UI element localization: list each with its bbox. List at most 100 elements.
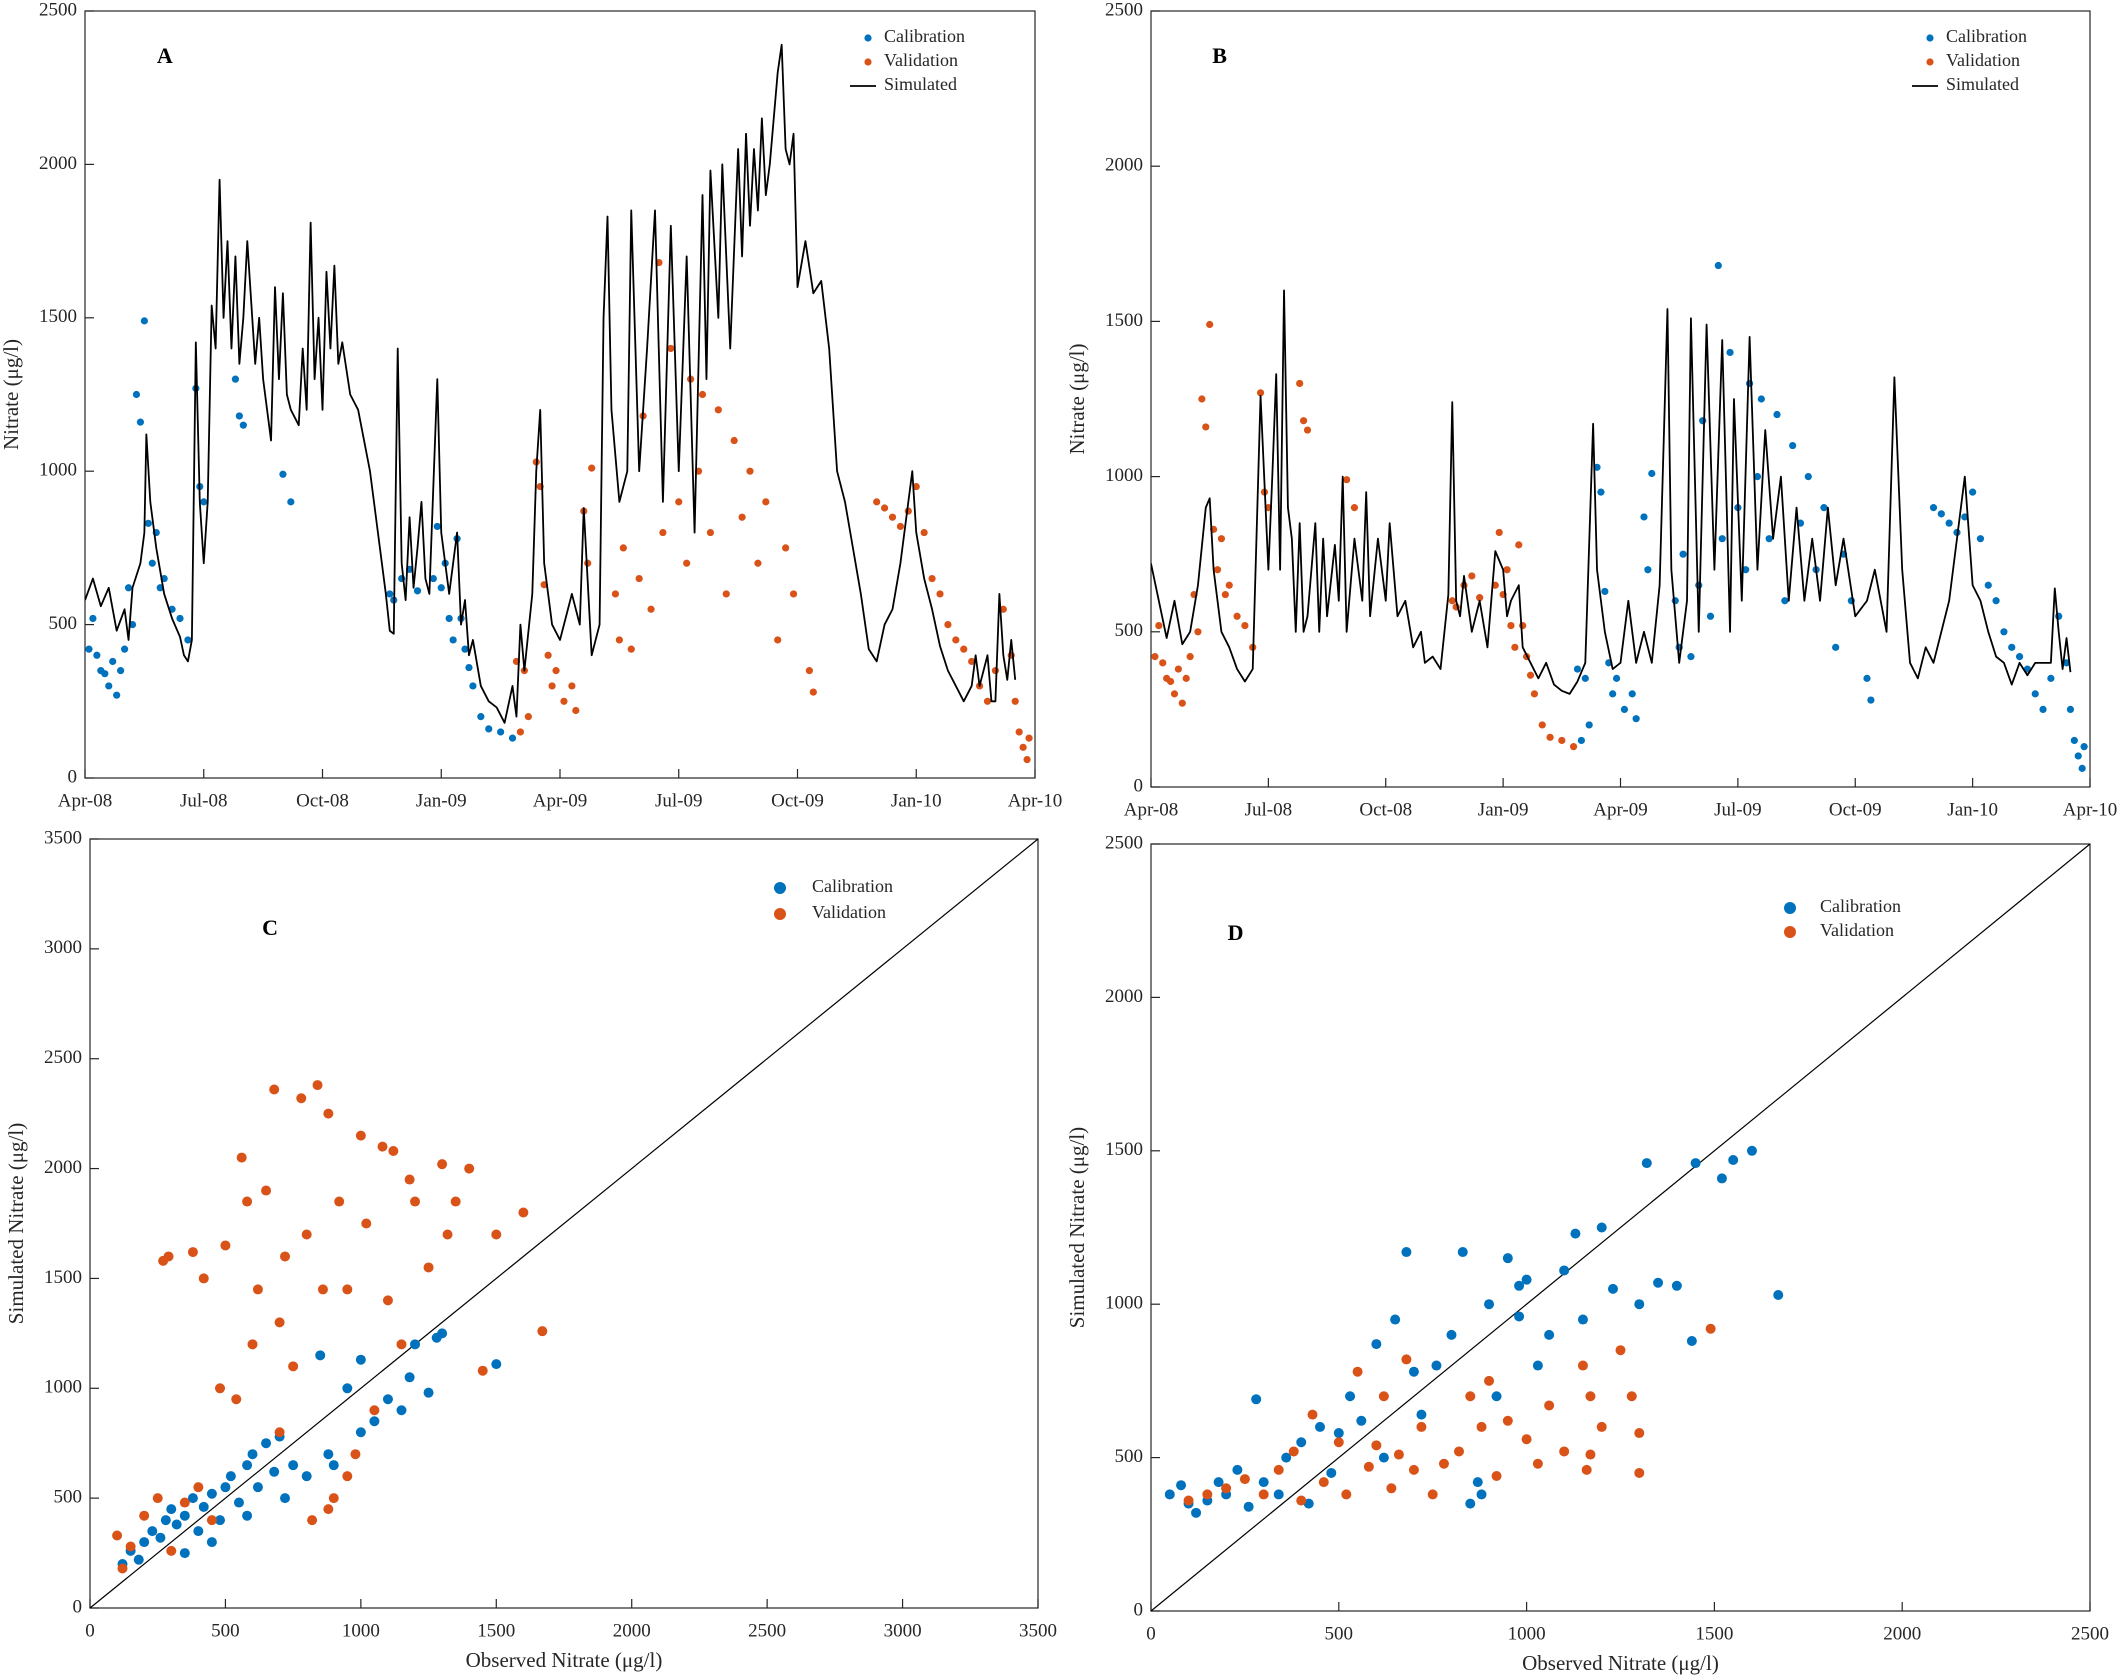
data-point [1408,1464,1419,1475]
data-point [1221,590,1229,599]
data-point [386,590,394,598]
data-point [261,1438,272,1449]
data-point [2070,736,2078,745]
data-point [144,519,152,527]
data-point [148,559,156,567]
data-point [1326,1467,1337,1478]
data-point [1765,535,1773,543]
data-point [782,544,790,552]
data-point [627,645,635,653]
data-point [1620,705,1629,714]
data-point [163,1251,174,1262]
data-point [1194,628,1202,636]
data-point [516,728,525,736]
legend-swatch [774,882,786,894]
data-point [1945,519,1953,527]
y-tick-label: 2500 [1105,0,1143,20]
data-point [805,667,813,675]
data-point [568,682,576,690]
data-point [1585,1449,1596,1460]
panel: 0 500 1000 1500 2000 2500 0 500 1000 1500 2000 2500… [1065,832,2109,1674]
y-tick-label: 1500 [1105,310,1143,331]
y-tick-label: 0 [68,766,78,787]
data-point [1448,597,1456,605]
data-point [1232,1464,1243,1475]
panel-label: B [1212,43,1227,68]
data-point [1178,699,1186,707]
data-point [1495,528,1503,537]
data-point [1937,510,1945,518]
data-point [307,1515,318,1526]
data-point [1217,535,1226,543]
data-point [1577,1360,1588,1371]
legend-swatch [864,58,872,66]
data-point [1251,1394,1262,1405]
data-point [437,584,445,592]
data-point [1472,1477,1483,1488]
data-point [133,1554,144,1565]
panel: 0 500 1000 1500 2000 2500 Apr-08 Jul-08 Oct-08 Ja… [0,0,1062,811]
data-point [1457,1247,1468,1258]
data-point [247,1449,258,1460]
data-point [1558,736,1566,745]
data-point [112,1530,123,1541]
data-point [2078,764,2086,772]
data-point [1699,417,1707,425]
data-point [1612,674,1621,682]
y-tick-label: 500 [1115,1446,1144,1467]
data-point [1714,261,1722,270]
data-point [269,1466,280,1477]
data-point [184,636,192,644]
data-point [1378,1391,1389,1402]
data-point [323,1504,334,1515]
y-axis-title: Nitrate (μg/l) [1065,344,1089,455]
data-point [113,691,121,699]
data-point [1976,535,1985,543]
data-point [1015,728,1023,736]
data-point [461,645,469,653]
data-point [1371,1339,1382,1350]
y-tick-label: 1000 [1105,1293,1143,1314]
identity-line [89,838,1039,1609]
x-tick-label: 500 [211,1620,240,1641]
data-point [1718,535,1726,543]
y-tick-label: 0 [1134,1599,1144,1620]
data-point [1491,1471,1502,1482]
data-point [1609,690,1617,698]
data-point [334,1196,345,1207]
x-tick-label: 3500 [1019,1620,1057,1641]
y-tick-label: 3000 [44,937,82,958]
data-point [1416,1409,1427,1420]
data-point [912,482,920,491]
data-point [317,1284,328,1295]
data-point [1820,504,1828,512]
data-point [1213,566,1222,574]
data-point [1378,1452,1389,1463]
data-point [1690,1158,1701,1169]
data-point [667,344,675,353]
data-point [544,651,552,659]
y-tick-label: 2500 [1105,832,1143,853]
legend-label: Validation [812,902,886,922]
data-point [1011,697,1019,705]
x-tick-label: Jul-09 [655,790,703,811]
data-point [1225,581,1233,589]
data-point [1532,1360,1543,1371]
data-point [1569,743,1578,751]
data-point [117,1563,128,1574]
data-point [754,559,762,567]
plot-area [84,10,1036,779]
data-point [445,614,453,623]
data-point [1929,504,1938,512]
data-point [139,1537,150,1548]
data-point [873,498,881,506]
data-point [187,1493,198,1504]
data-point [355,1354,366,1365]
x-tick-label: 1500 [477,1620,515,1641]
data-point [1559,1446,1570,1457]
data-point [1653,1277,1664,1288]
data-point [1258,1489,1269,1500]
data-point [132,390,141,399]
panel: 0 500 1000 1500 2000 2500 3000 3500 0 500 1000 1500… [4,827,1057,1671]
x-tick-label: 2000 [613,1620,651,1641]
